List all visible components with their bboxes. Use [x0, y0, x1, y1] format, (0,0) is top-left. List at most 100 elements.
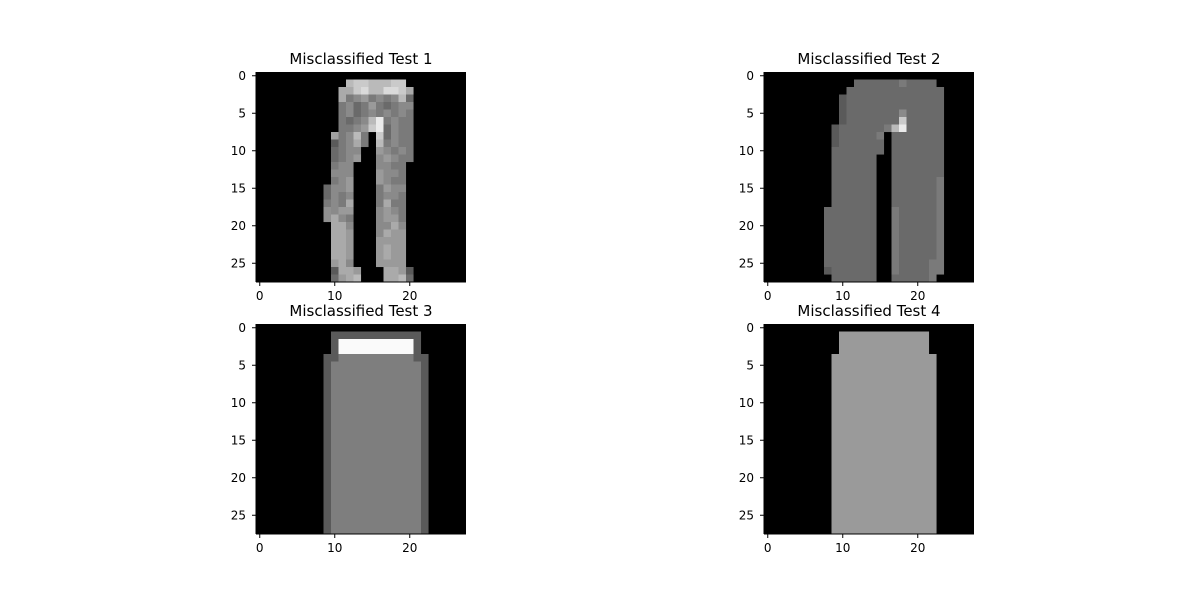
heatmap-cell [914, 94, 922, 103]
heatmap-cell [861, 169, 870, 178]
heatmap-cell [361, 354, 369, 362]
x-tick-label: 0 [764, 289, 772, 303]
heatmap-cell [361, 429, 369, 437]
heatmap-cell [854, 474, 862, 482]
heatmap-cell [391, 207, 399, 215]
heatmap-cell [368, 466, 377, 475]
heatmap-cell [376, 154, 384, 163]
heatmap-cell [406, 94, 414, 103]
heatmap-cell [921, 354, 930, 362]
x-tick-label: 20 [402, 541, 417, 555]
heatmap-cell [368, 451, 377, 460]
heatmap-cell [376, 399, 384, 407]
heatmap-cell [861, 102, 870, 110]
heatmap-cell [884, 496, 892, 505]
heatmap-cell [899, 451, 907, 460]
heatmap-cell [914, 199, 922, 208]
heatmap-cell [846, 162, 855, 170]
heatmap-cell [899, 519, 907, 527]
heatmap-cell [361, 481, 369, 490]
heatmap-cell [376, 519, 384, 527]
heatmap-cell [391, 259, 399, 268]
heatmap-cell [921, 79, 930, 88]
heatmap-cell [376, 199, 384, 208]
heatmap-cell [854, 192, 862, 200]
heatmap-cell [899, 117, 907, 125]
heatmap-cell [854, 436, 862, 445]
heatmap-cell [914, 369, 922, 377]
heatmap-cell [839, 222, 847, 230]
heatmap-cell [921, 109, 930, 118]
heatmap-cell [839, 429, 847, 437]
heatmap-cell [338, 139, 347, 148]
heatmap-cell [906, 252, 915, 260]
heatmap-cell [353, 87, 362, 95]
y-tick-label: 5 [238, 106, 246, 120]
heatmap-cell [846, 414, 855, 422]
heatmap-cell [346, 109, 354, 118]
heatmap-cell [914, 376, 922, 385]
heatmap-cell [839, 346, 847, 355]
heatmap-cell [876, 132, 885, 140]
heatmap-cell [421, 496, 429, 505]
heatmap-cell [846, 421, 855, 430]
heatmap-cell [921, 267, 930, 275]
heatmap-cell [921, 214, 930, 223]
heatmap-cell [368, 436, 377, 445]
heatmap-cell [406, 429, 414, 437]
y-tick-label: 10 [231, 144, 246, 158]
heatmap-cell [854, 207, 862, 215]
heatmap-cell [936, 259, 945, 268]
heatmap-cell [353, 339, 362, 347]
heatmap-cell [936, 102, 945, 110]
heatmap-cell [921, 369, 930, 377]
heatmap-cell [861, 451, 870, 460]
heatmap-cell [323, 504, 332, 512]
heatmap-cell [406, 519, 414, 527]
heatmap-cell [899, 252, 907, 260]
heatmap-cell [353, 526, 362, 535]
heatmap-cell [323, 459, 332, 467]
heatmap-cell [921, 274, 930, 283]
heatmap-cell [361, 496, 369, 505]
heatmap-cell [839, 102, 847, 110]
heatmap-cell [824, 259, 832, 268]
heatmap-cell [346, 339, 354, 347]
heatmap-cell [376, 414, 384, 422]
heatmap-cell [346, 237, 354, 245]
heatmap-cell [846, 169, 855, 178]
heatmap-cell [391, 184, 399, 193]
heatmap-cell [921, 346, 930, 355]
heatmap-cell [936, 214, 945, 223]
heatmap-cell [368, 526, 377, 535]
heatmap-cell [346, 132, 354, 140]
heatmap-cell [353, 331, 362, 340]
heatmap-cell [398, 94, 407, 103]
heatmap-cell [376, 117, 384, 125]
heatmap-cell [398, 222, 407, 230]
panel-misclassified-test-4: Misclassified Test 4 0 5 10 15 20 25 0 10 20 [739, 302, 974, 555]
heatmap-cell [929, 79, 937, 88]
heatmap-cell [413, 384, 422, 392]
heatmap-cell [831, 511, 840, 520]
heatmap-cell [899, 526, 907, 535]
heatmap-cell [906, 222, 915, 230]
heatmap-cell [391, 229, 399, 238]
heatmap-cell [936, 87, 945, 95]
heatmap-cell [869, 132, 877, 140]
axes: 0 5 10 15 20 25 0 10 20 [739, 321, 974, 555]
panel-misclassified-test-2: Misclassified Test 2 0 5 10 15 20 25 0 10 20 [739, 50, 974, 303]
heatmap-cell [353, 79, 362, 88]
heatmap-cell [899, 429, 907, 437]
heatmap-cell [376, 429, 384, 437]
heatmap-cell [921, 466, 930, 475]
heatmap-cell [398, 132, 407, 140]
heatmap-cell [921, 117, 930, 125]
heatmap-cell [891, 207, 900, 215]
x-tick-label: 10 [835, 541, 850, 555]
heatmap-cell [383, 154, 392, 163]
heatmap-cell [899, 354, 907, 362]
heatmap-cell [406, 124, 414, 133]
heatmap-cell [398, 331, 407, 340]
heatmap-cell [361, 391, 369, 400]
